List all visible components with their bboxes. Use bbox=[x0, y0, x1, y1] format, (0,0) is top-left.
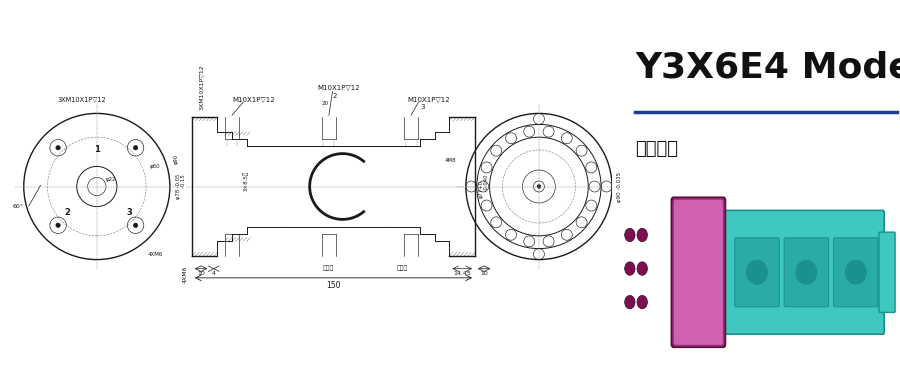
Circle shape bbox=[625, 262, 635, 275]
Text: 3×8.5 : 3×8.5  bbox=[243, 171, 248, 191]
Text: 10: 10 bbox=[481, 272, 488, 276]
Circle shape bbox=[637, 228, 647, 242]
Text: M10X1P▽12: M10X1P▽12 bbox=[318, 84, 361, 90]
Circle shape bbox=[625, 295, 635, 309]
Text: 4: 4 bbox=[212, 272, 216, 276]
Text: 60°: 60° bbox=[13, 204, 23, 209]
FancyBboxPatch shape bbox=[734, 238, 779, 307]
Circle shape bbox=[637, 295, 647, 309]
Text: 3: 3 bbox=[420, 104, 425, 110]
Text: M10X1P▽12: M10X1P▽12 bbox=[408, 97, 450, 103]
Text: Y3X6E4 Model: Y3X6E4 Model bbox=[635, 50, 900, 84]
Text: 10: 10 bbox=[197, 272, 205, 276]
Circle shape bbox=[56, 145, 60, 150]
Text: 3XM10X1P▽12: 3XM10X1P▽12 bbox=[58, 97, 106, 103]
Text: 4XM6: 4XM6 bbox=[184, 265, 188, 283]
Text: φ60: φ60 bbox=[149, 164, 160, 169]
Text: 連接口: 連接口 bbox=[396, 265, 408, 271]
Text: φ90 -0.035: φ90 -0.035 bbox=[617, 172, 623, 201]
Text: 14.45: 14.45 bbox=[454, 272, 471, 276]
Circle shape bbox=[133, 223, 138, 228]
Text: 2: 2 bbox=[65, 208, 70, 217]
FancyBboxPatch shape bbox=[879, 232, 896, 313]
Circle shape bbox=[133, 145, 138, 150]
Text: 3: 3 bbox=[127, 208, 132, 217]
Text: 1: 1 bbox=[94, 145, 100, 154]
Text: 3XM10X1P▽12: 3XM10X1P▽12 bbox=[199, 64, 203, 110]
Ellipse shape bbox=[746, 260, 768, 284]
FancyBboxPatch shape bbox=[833, 238, 878, 307]
Text: 4M8: 4M8 bbox=[446, 159, 456, 169]
Text: 法兰连接: 法兰连接 bbox=[635, 140, 678, 158]
Circle shape bbox=[625, 228, 635, 242]
Text: 4XM6: 4XM6 bbox=[148, 252, 164, 257]
Ellipse shape bbox=[845, 260, 867, 284]
Circle shape bbox=[637, 262, 647, 275]
Text: M10X1P▽12: M10X1P▽12 bbox=[232, 97, 274, 103]
FancyBboxPatch shape bbox=[720, 210, 884, 334]
Text: φ78 -0.05
     -0.15: φ78 -0.05 -0.15 bbox=[176, 174, 186, 199]
Text: 150: 150 bbox=[326, 280, 341, 289]
Ellipse shape bbox=[796, 260, 817, 284]
Text: 20: 20 bbox=[321, 101, 328, 106]
Text: 2: 2 bbox=[332, 93, 337, 99]
Circle shape bbox=[56, 223, 60, 228]
Circle shape bbox=[537, 185, 541, 188]
Text: φ22: φ22 bbox=[106, 177, 117, 182]
Text: φ77+0
    -0.040: φ77+0 -0.040 bbox=[479, 175, 490, 198]
Text: φ90: φ90 bbox=[174, 154, 179, 164]
FancyBboxPatch shape bbox=[784, 238, 829, 307]
FancyBboxPatch shape bbox=[673, 199, 724, 346]
Text: 連接孔: 連接孔 bbox=[323, 265, 335, 271]
